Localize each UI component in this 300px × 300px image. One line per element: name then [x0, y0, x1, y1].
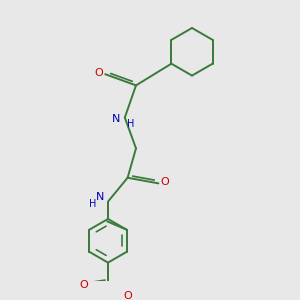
Text: N: N [96, 192, 104, 203]
Text: O: O [95, 68, 103, 78]
Text: H: H [127, 119, 135, 129]
Text: N: N [112, 114, 120, 124]
Text: O: O [124, 291, 133, 300]
Text: O: O [79, 280, 88, 290]
Text: H: H [89, 200, 96, 209]
Text: O: O [160, 177, 169, 187]
